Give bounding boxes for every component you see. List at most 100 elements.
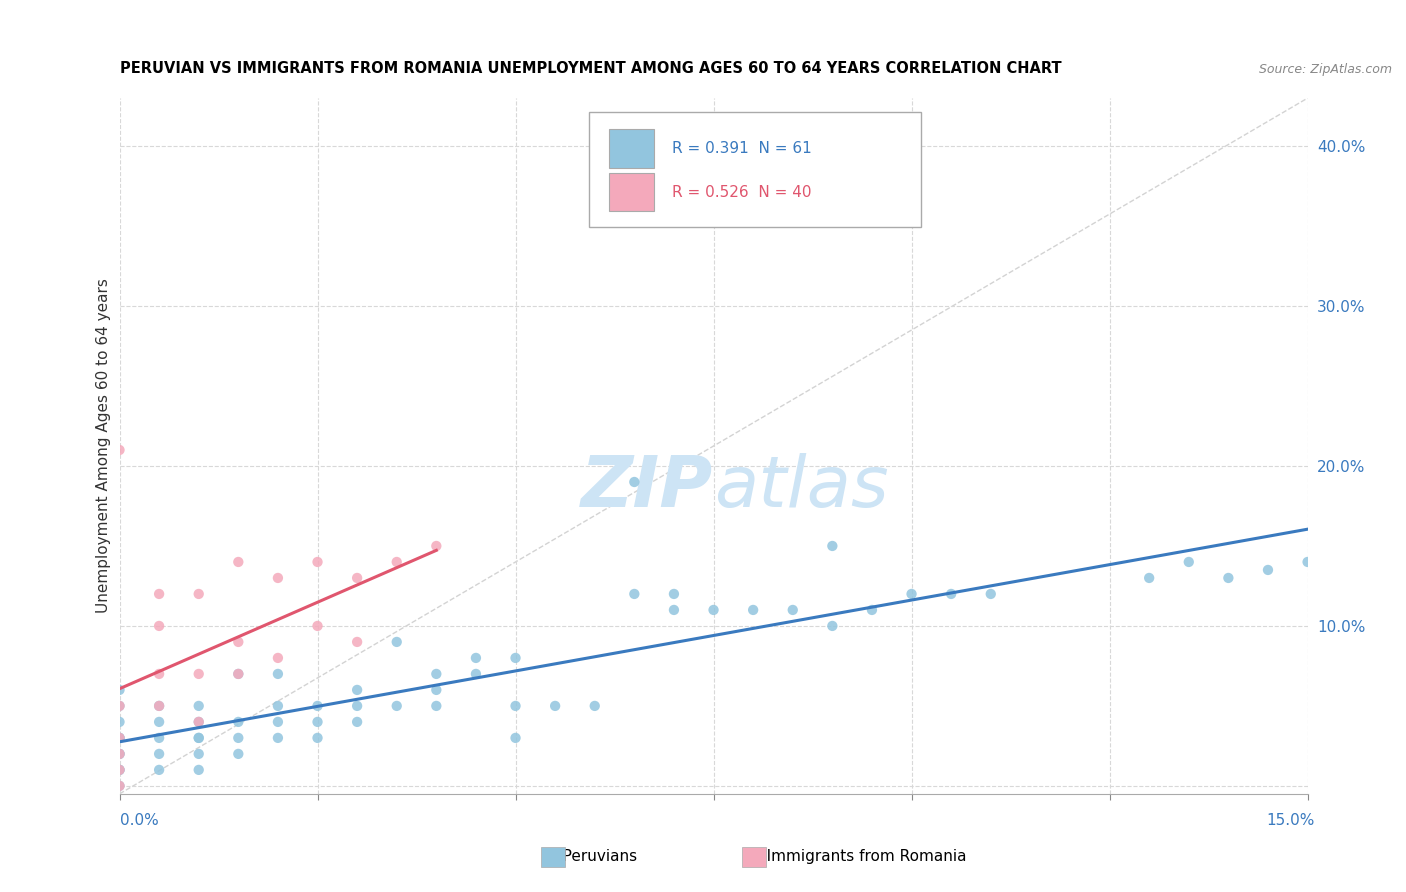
Point [307,731,329,745]
Text: 15.0%: 15.0% [1267,814,1315,828]
Point [187,714,209,729]
Point [267,714,290,729]
Point [108,442,131,457]
Point [108,731,131,745]
Point [187,714,209,729]
Point [1178,555,1201,569]
Point [267,731,290,745]
Point [148,698,170,713]
Point [108,747,131,761]
Point [425,698,447,713]
Point [187,698,209,713]
Point [148,619,170,633]
Point [267,651,290,665]
Point [346,714,368,729]
Point [346,682,368,697]
Point [939,587,962,601]
Point [228,555,250,569]
Point [425,667,447,681]
Point [228,667,250,681]
Point [900,587,922,601]
Point [464,667,488,681]
Point [662,587,685,601]
Point [108,731,131,745]
Point [1137,571,1160,585]
Point [148,587,170,601]
Point [425,539,447,553]
Point [187,763,209,777]
Point [821,619,844,633]
FancyBboxPatch shape [589,112,921,227]
Point [187,731,209,745]
Point [505,651,527,665]
Point [148,698,170,713]
Point [148,667,170,681]
Text: R = 0.391  N = 61: R = 0.391 N = 61 [672,142,811,156]
Point [662,603,685,617]
Point [742,603,765,617]
Point [307,714,329,729]
Point [1296,555,1319,569]
Point [187,747,209,761]
Point [307,698,329,713]
Point [346,571,368,585]
Point [505,731,527,745]
Point [228,747,250,761]
Point [228,667,250,681]
Point [108,763,131,777]
Point [505,698,527,713]
Point [108,698,131,713]
Point [187,587,209,601]
Point [385,555,408,569]
Point [148,763,170,777]
Point [108,763,131,777]
Point [307,555,329,569]
Point [108,779,131,793]
Point [980,587,1002,601]
Point [108,779,131,793]
Point [623,587,645,601]
Point [385,635,408,649]
Point [228,635,250,649]
Point [187,731,209,745]
Y-axis label: Unemployment Among Ages 60 to 64 years: Unemployment Among Ages 60 to 64 years [96,278,111,614]
Point [860,603,883,617]
Point [1257,563,1279,577]
Point [108,763,131,777]
Point [464,651,488,665]
Point [108,682,131,697]
Point [108,747,131,761]
Point [307,619,329,633]
Text: R = 0.526  N = 40: R = 0.526 N = 40 [672,185,811,200]
Bar [609,172,654,211]
Text: ZIP: ZIP [581,453,713,522]
Point [108,698,131,713]
Point [148,714,170,729]
Point [267,571,290,585]
Point [228,731,250,745]
Point [425,682,447,697]
Point [821,539,844,553]
Point [148,747,170,761]
Point [108,747,131,761]
Point [187,667,209,681]
Text: Source: ZipAtlas.com: Source: ZipAtlas.com [1258,62,1392,76]
Point [702,603,725,617]
Point [148,731,170,745]
Point [267,667,290,681]
Point [108,714,131,729]
Text: 0.0%: 0.0% [120,814,159,828]
Text: Peruvians: Peruvians [548,849,637,863]
Point [782,603,804,617]
Point [1218,571,1240,585]
Point [108,731,131,745]
Point [385,698,408,713]
Point [228,714,250,729]
Point [623,475,645,489]
Point [346,635,368,649]
Point [346,698,368,713]
Point [544,698,567,713]
Point [267,698,290,713]
Text: atlas: atlas [713,453,889,522]
Text: PERUVIAN VS IMMIGRANTS FROM ROMANIA UNEMPLOYMENT AMONG AGES 60 TO 64 YEARS CORRE: PERUVIAN VS IMMIGRANTS FROM ROMANIA UNEM… [120,61,1062,76]
